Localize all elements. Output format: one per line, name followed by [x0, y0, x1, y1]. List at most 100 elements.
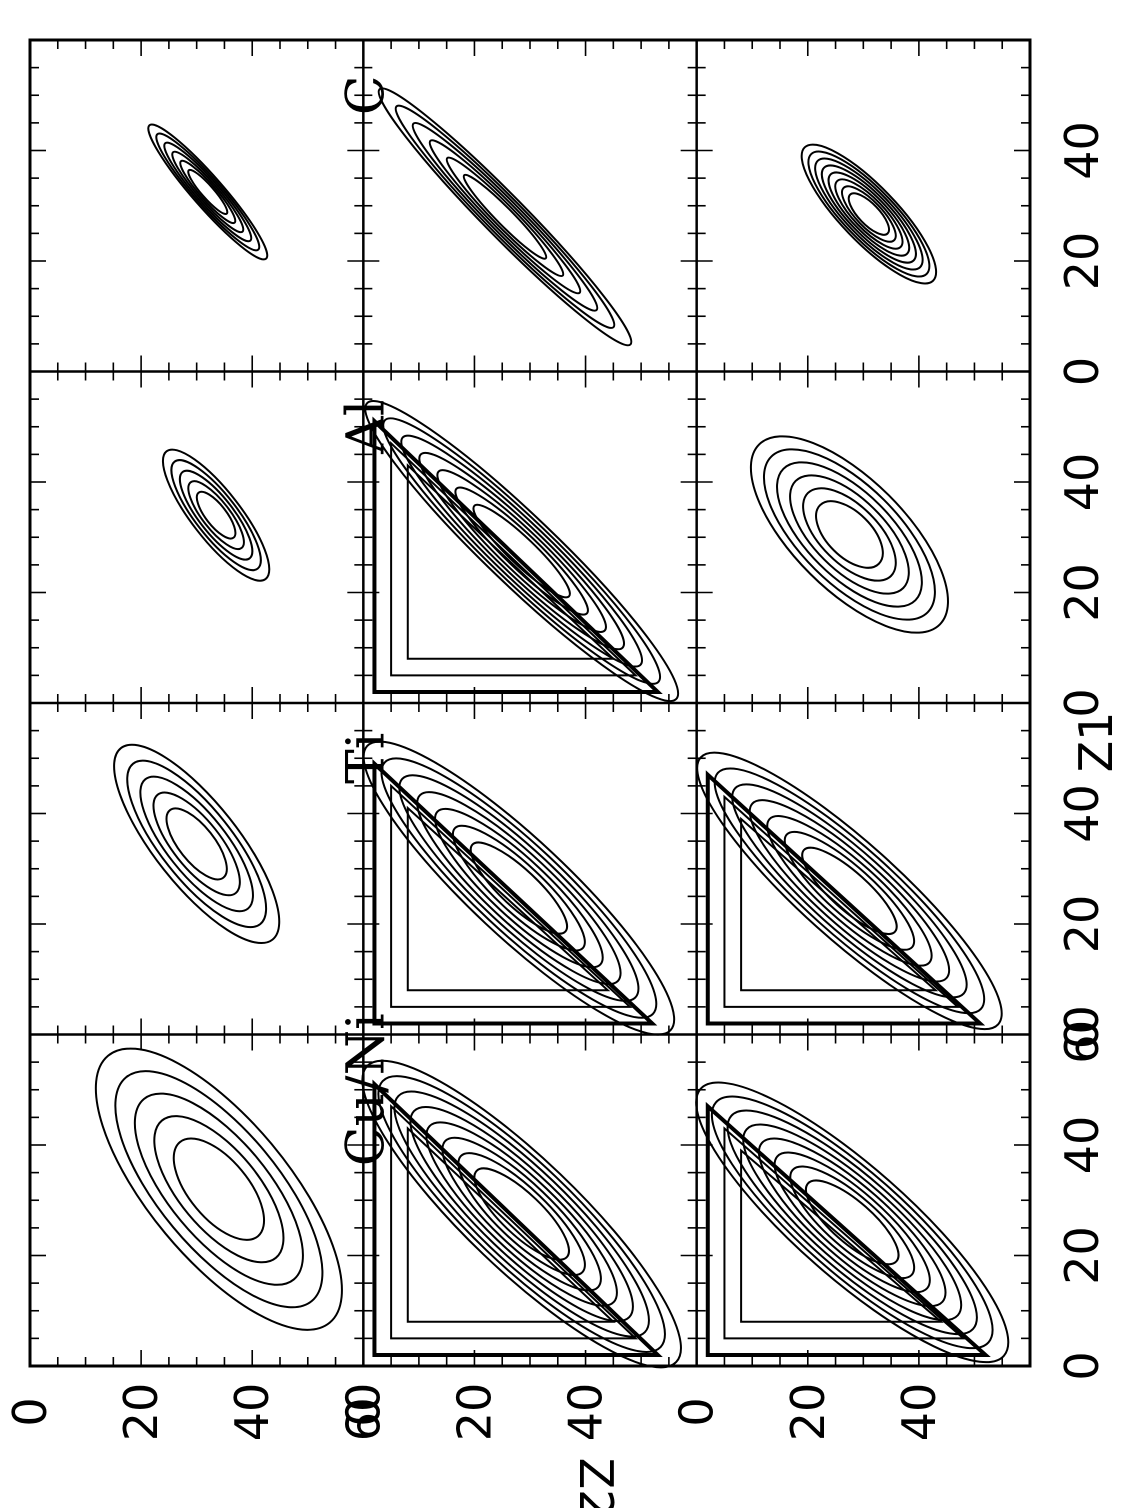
- contour-line: [757, 1137, 947, 1308]
- contour-panel: [377, 87, 633, 347]
- contour-line: [94, 1047, 343, 1331]
- z1-tick-label: 0: [1055, 1020, 1109, 1049]
- contour-line: [428, 139, 582, 295]
- contour-line: [377, 87, 633, 347]
- contour-line: [696, 751, 1003, 1031]
- contour-line: [416, 791, 622, 986]
- contour-line: [773, 1151, 931, 1294]
- contour-panel: [113, 743, 281, 945]
- z1-tick-label: 20: [1055, 563, 1109, 622]
- contour-line: [364, 400, 680, 703]
- panel-target-label: Ti: [337, 733, 397, 784]
- contour-line: [800, 143, 938, 285]
- contour-line: [789, 1165, 916, 1280]
- contour-line: [187, 480, 245, 551]
- z1-tick-label: 0: [1055, 688, 1109, 717]
- contour-line: [187, 168, 229, 216]
- z1-tick-label: 20: [1055, 895, 1109, 954]
- contour-line: [161, 448, 271, 582]
- contour-line: [377, 1075, 666, 1353]
- contour-line: [171, 150, 245, 234]
- panel-target-label: C: [337, 75, 397, 115]
- contour-line: [749, 435, 949, 634]
- contour-panel: [161, 448, 271, 582]
- contour-panel: [147, 123, 269, 261]
- contour-line: [114, 1070, 324, 1309]
- contour-line: [705, 1101, 991, 1357]
- contour-line: [740, 816, 939, 992]
- z2-tick-label: 40: [892, 1383, 946, 1442]
- contour-line: [726, 1109, 978, 1336]
- contour-line: [436, 469, 607, 633]
- contour-line: [820, 164, 917, 264]
- contour-line: [695, 1081, 1010, 1364]
- contour-line: [473, 1167, 570, 1261]
- z2-tick-label: 40: [225, 1383, 279, 1442]
- contour-line: [472, 503, 571, 599]
- contour-panel: [94, 1047, 343, 1331]
- contour-line: [133, 1092, 304, 1286]
- z2-tick-label: 20: [447, 1383, 501, 1442]
- contour-line: [406, 805, 611, 992]
- contour-line: [445, 156, 565, 278]
- contour-line: [705, 770, 986, 1026]
- z1-tick-label: 20: [1055, 232, 1109, 291]
- contour-line: [789, 474, 910, 595]
- z1-tick-label: 40: [1055, 453, 1109, 512]
- panel-target-label: Al: [337, 400, 397, 455]
- contour-line: [153, 1115, 285, 1264]
- z1-tick-label: 20: [1055, 1226, 1109, 1285]
- contour-line: [152, 791, 241, 897]
- contour-line: [723, 794, 961, 1008]
- contour-panel: [364, 400, 680, 703]
- contour-line: [382, 417, 662, 685]
- contour-line: [740, 1148, 944, 1323]
- z2-tick-label: 0: [336, 1397, 390, 1426]
- contour-line: [451, 824, 586, 952]
- contour-line: [139, 775, 254, 913]
- contour-line: [742, 1123, 963, 1322]
- z1-tick-label: 60: [1055, 1005, 1109, 1064]
- contour-line: [398, 774, 640, 1002]
- z1-tick-label: 40: [1055, 121, 1109, 180]
- contour-line: [766, 815, 933, 967]
- contour-line: [406, 463, 616, 660]
- z2-tick-label: 20: [114, 1383, 168, 1442]
- panel-target-label: Cu/Ni: [337, 1013, 397, 1166]
- contour-line: [372, 416, 663, 694]
- contour-panel: [695, 1081, 1010, 1364]
- contour-line: [834, 178, 904, 250]
- z2-tick-label: 0: [3, 1397, 57, 1426]
- contour-line: [469, 841, 569, 935]
- contour-line: [748, 799, 951, 983]
- contour-line: [372, 1079, 663, 1357]
- contour-line: [406, 1126, 616, 1323]
- contour-line: [418, 451, 625, 651]
- contour-line: [827, 171, 911, 257]
- tick-marks: [29, 39, 1031, 1367]
- contour-line: [723, 1126, 966, 1340]
- contour-panel: [696, 751, 1003, 1031]
- contour-line: [776, 461, 923, 608]
- contour-line: [390, 440, 639, 677]
- contour-line: [163, 141, 253, 243]
- contour-layer: [94, 87, 1010, 1369]
- z1-tick-label: 0: [1055, 1351, 1109, 1380]
- contour-line: [804, 1179, 900, 1266]
- contour-line: [155, 132, 261, 252]
- contour-line: [434, 807, 604, 969]
- contour-line: [126, 759, 268, 929]
- z1-tick-label: 0: [1055, 357, 1109, 386]
- z2-tick-label: 0: [670, 1397, 724, 1426]
- contour-line: [362, 740, 676, 1036]
- contour-line: [815, 500, 884, 569]
- contour-line: [411, 121, 599, 312]
- y-axis-label: Z2: [569, 1458, 623, 1508]
- contour-line: [390, 783, 633, 1008]
- contour-line: [425, 1121, 618, 1307]
- contour-panel: [361, 1059, 682, 1369]
- contour-line: [807, 150, 931, 278]
- contour-line: [710, 1095, 994, 1350]
